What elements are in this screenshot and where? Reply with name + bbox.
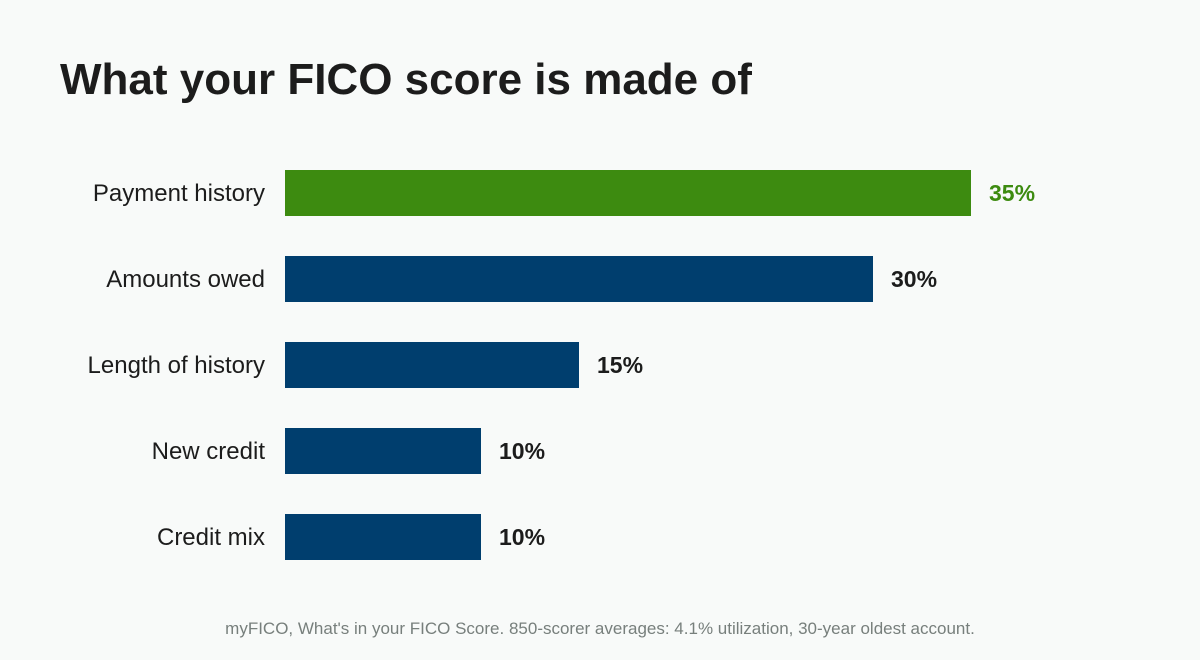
category-label-payment-history: Payment history xyxy=(93,180,265,207)
source-note: myFICO, What's in your FICO Score. 850-s… xyxy=(225,619,975,638)
bar-amounts-owed xyxy=(285,256,873,302)
category-label-credit-mix: Credit mix xyxy=(157,524,265,551)
value-label-new-credit: 10% xyxy=(499,438,545,464)
chart-title: What your FICO score is made of xyxy=(60,55,752,104)
bar-payment-history xyxy=(285,170,971,216)
value-label-payment-history: 35% xyxy=(989,180,1035,206)
bar-new-credit xyxy=(285,428,481,474)
value-label-amounts-owed: 30% xyxy=(891,266,937,292)
bar-length-of-history xyxy=(285,342,579,388)
value-label-credit-mix: 10% xyxy=(499,524,545,550)
category-label-amounts-owed: Amounts owed xyxy=(106,266,265,293)
category-label-length-of-history: Length of history xyxy=(88,352,265,379)
bar-credit-mix xyxy=(285,514,481,560)
category-label-new-credit: New credit xyxy=(152,438,266,465)
value-label-length-of-history: 15% xyxy=(597,352,643,378)
